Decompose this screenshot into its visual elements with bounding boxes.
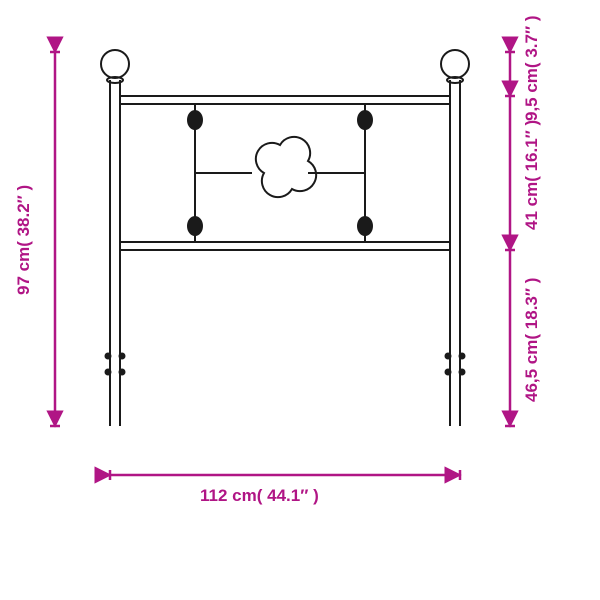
dim-total-width-in: 44.1″: [267, 486, 308, 505]
dim-total-width-cm: 112 cm: [200, 486, 257, 505]
dim-panel-h: 41 cm( 16.1″ ): [522, 100, 542, 250]
dim-panel-h-in: 16.1″: [522, 130, 541, 171]
dim-leg-h-cm: 46,5 cm: [522, 340, 541, 402]
dim-leg-h-in: 18.3″: [522, 288, 541, 329]
headboard-outline: [101, 50, 469, 426]
dim-panel-h-cm: 41 cm: [522, 182, 541, 230]
dim-total-height-cm: 97 cm: [14, 247, 33, 295]
diagram-svg: [0, 0, 600, 600]
dim-total-height-in: 38.2″: [14, 195, 33, 236]
dim-leg-h: 46,5 cm( 18.3″ ): [522, 260, 542, 420]
dim-finial-h-in: 3.7″: [522, 26, 541, 58]
dim-total-width: 112 cm( 44.1″ ): [200, 486, 319, 506]
diagram-canvas: 97 cm( 38.2″ ) 112 cm( 44.1″ ) 9,5 cm( 3…: [0, 0, 600, 600]
dim-total-height: 97 cm( 38.2″ ): [14, 140, 34, 340]
